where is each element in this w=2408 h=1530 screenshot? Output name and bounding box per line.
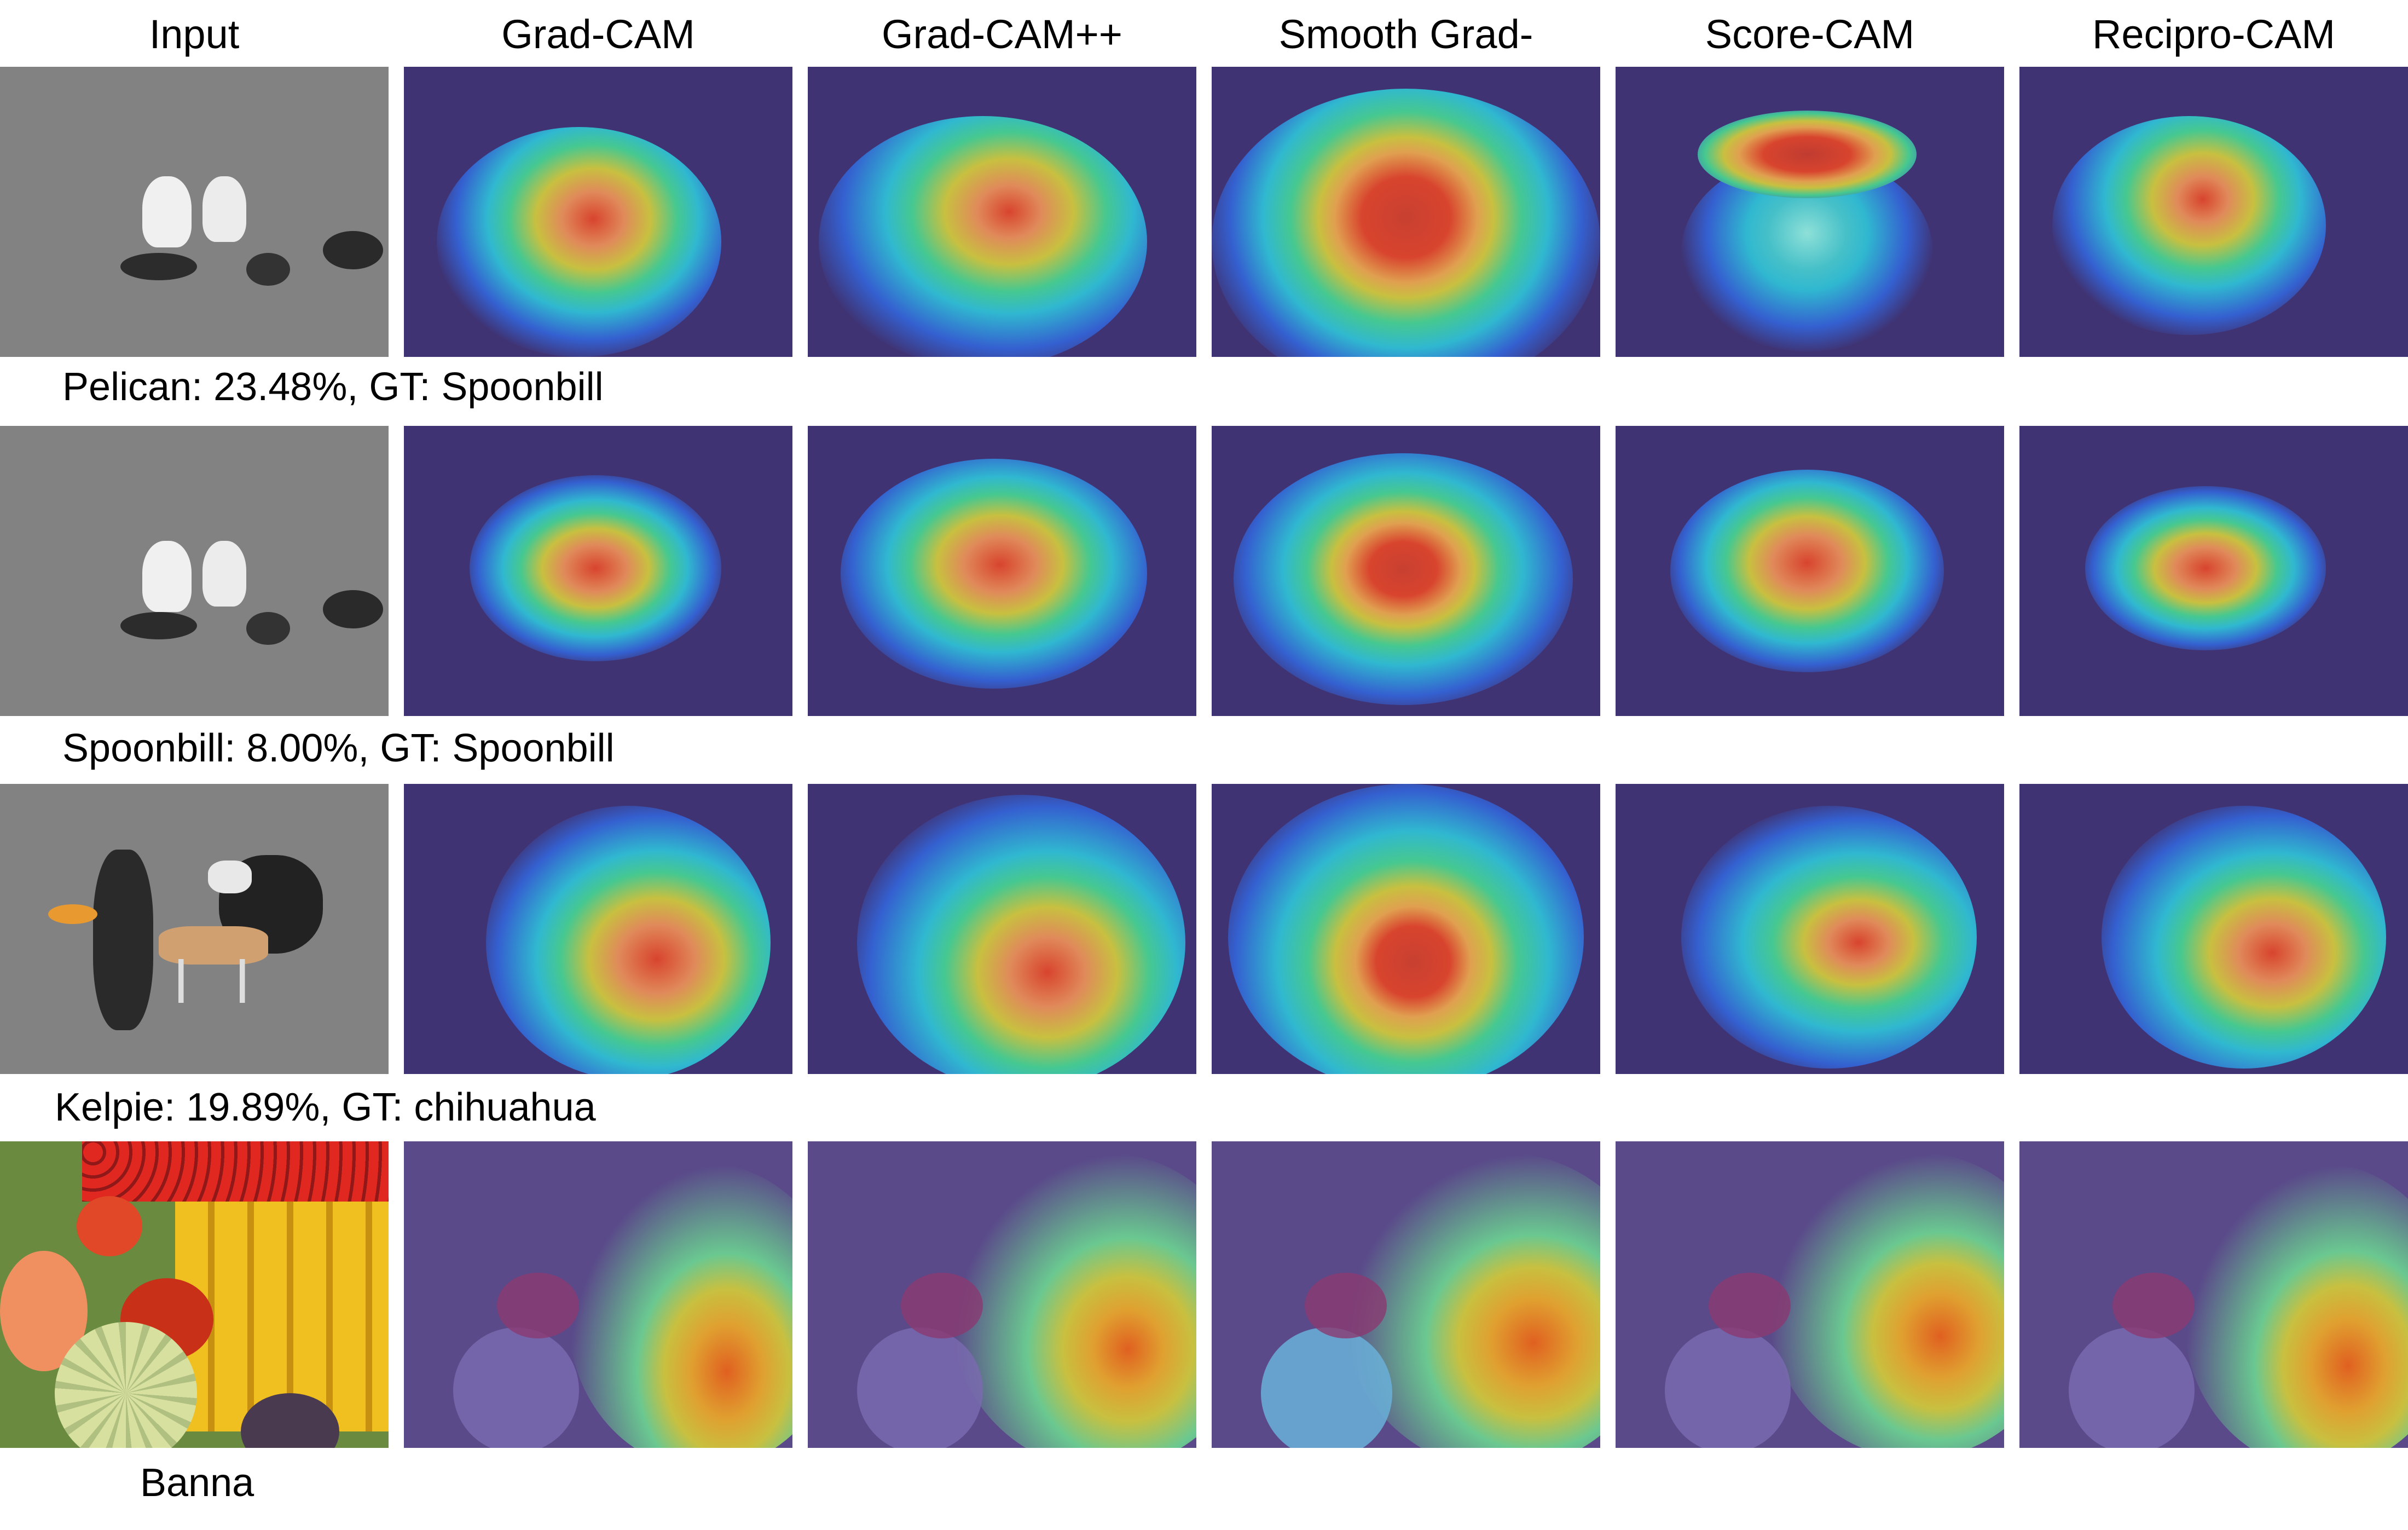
dog-shape [93, 850, 153, 1030]
heat-blob [950, 1152, 1196, 1448]
input-image-spoonbill-2 [0, 426, 389, 716]
column-header-smooth-grad-cam-pp: Smooth Grad-CAM++ [1278, 11, 1533, 106]
heat-blob [2085, 486, 2326, 650]
heatmap-recipro-cam-row4 [2019, 1141, 2408, 1448]
duck-shape [323, 590, 383, 628]
heatmap-recipro-cam-row1 [2019, 67, 2408, 357]
duck-shape [120, 612, 197, 639]
heatmap-grad-cam-pp-row3 [808, 784, 1196, 1074]
heat-blob [841, 459, 1147, 689]
heatmap-grad-cam-row2 [404, 426, 792, 716]
heat-blob [1769, 1152, 2004, 1448]
heatmap-score-cam-row1 [1616, 67, 2004, 357]
melon-overlay [1665, 1327, 1791, 1448]
column-header-grad-cam-pp: Grad-CAM++ [881, 11, 1123, 57]
heatmap-grad-cam-row4 [404, 1141, 792, 1448]
heat-blob [1234, 453, 1573, 705]
input-image-fruits [0, 1141, 389, 1448]
row-caption-3: Kelpie: 19.89%, GT: chihuahua [55, 1086, 596, 1129]
heat-blob [1670, 470, 1944, 672]
heat-blob [486, 806, 771, 1074]
heat-blob [2102, 806, 2386, 1069]
heatmap-recipro-cam-row3 [2019, 784, 2408, 1074]
heatmap-grad-cam-pp-row1 [808, 67, 1196, 357]
input-image-chihuahua [0, 784, 389, 1074]
heatmap-smooth-grad-cam-pp-row1 [1212, 67, 1600, 357]
chihuahua-legs [170, 959, 257, 1003]
heatmap-grad-cam-row3 [404, 784, 792, 1074]
tomato-overlay [901, 1273, 983, 1338]
tomato-overlay [1709, 1273, 1791, 1338]
heat-blob [1698, 111, 1917, 198]
melon-overlay [2069, 1327, 2195, 1448]
dog-head-shape [208, 861, 252, 893]
heatmap-grad-cam-row1 [404, 67, 792, 357]
tomatoes-shape [82, 1141, 389, 1202]
duck-shape [246, 612, 290, 645]
heatmap-grad-cam-pp-row4 [808, 1141, 1196, 1448]
bird-shape [142, 176, 192, 247]
heat-blob [1681, 806, 1977, 1069]
heat-blob [568, 1163, 792, 1448]
duck-shape [246, 253, 290, 286]
heatmap-score-cam-row4 [1616, 1141, 2004, 1448]
duck-shape [323, 231, 383, 269]
heat-blob [437, 127, 721, 357]
heat-blob [1212, 89, 1600, 357]
melon-overlay [857, 1327, 983, 1448]
heatmap-smooth-grad-cam-pp-row2 [1212, 426, 1600, 716]
input-image-spoonbill-1 [0, 67, 389, 357]
heatmap-smooth-grad-cam-pp-row3 [1212, 784, 1600, 1074]
tomato-overlay [1305, 1273, 1387, 1338]
tomato-overlay [2112, 1273, 2195, 1338]
heatmap-smooth-grad-cam-pp-row4 [1212, 1141, 1600, 1448]
bird-shape [202, 176, 246, 242]
heat-blob [2052, 116, 2326, 335]
melon-overlay [1261, 1327, 1392, 1448]
row-caption-4: Banna [140, 1461, 254, 1505]
column-header-score-cam: Score-CAM [1705, 11, 1915, 57]
melon-shape [55, 1322, 197, 1448]
bird-shape [142, 541, 192, 612]
heat-blob [819, 116, 1147, 357]
heatmap-score-cam-row3 [1616, 784, 2004, 1074]
frisbee-shape [48, 904, 97, 924]
row-caption-1: Pelican: 23.48%, GT: Spoonbill [62, 365, 604, 409]
row-caption-2: Spoonbill: 8.00%, GT: Spoonbill [62, 726, 615, 770]
heat-blob [857, 795, 1185, 1074]
column-header-input: Input [149, 11, 240, 57]
tomato-overlay [497, 1273, 579, 1338]
heat-blob [2184, 1163, 2408, 1448]
heatmap-recipro-cam-row2 [2019, 426, 2408, 716]
heatmap-score-cam-row2 [1616, 426, 2004, 716]
heat-blob [1228, 784, 1584, 1074]
apple-shape [77, 1196, 142, 1256]
bird-shape [202, 541, 246, 607]
heat-blob [470, 475, 721, 661]
heatmap-grad-cam-pp-row2 [808, 426, 1196, 716]
chihuahua-shape [159, 926, 268, 965]
column-header-grad-cam: Grad-CAM [501, 11, 695, 57]
column-header-recipro-cam: Recipro-CAM [2092, 11, 2336, 57]
duck-shape [120, 253, 197, 280]
melon-overlay [453, 1327, 579, 1448]
